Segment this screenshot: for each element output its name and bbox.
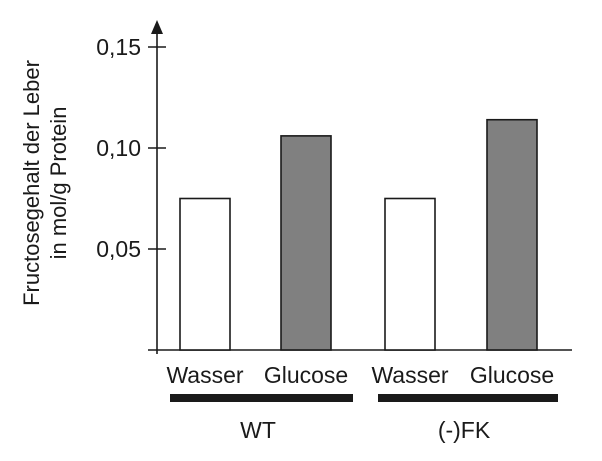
- category-label: Wasser: [371, 362, 448, 388]
- y-axis-label-line: Fructosegehalt der Leber: [19, 60, 44, 306]
- group-label: WT: [240, 417, 276, 443]
- y-tick-label: 0,10: [96, 135, 141, 161]
- group-label: (-)FK: [438, 417, 491, 443]
- bar-series: [179, 118, 538, 351]
- bar: [179, 197, 231, 351]
- y-tick-label: 0,15: [96, 34, 141, 60]
- y-axis-arrow-icon: [151, 20, 163, 34]
- y-tick-label: 0,05: [96, 236, 141, 262]
- bar: [384, 197, 436, 351]
- category-label: Glucose: [470, 362, 554, 388]
- category-label: Wasser: [166, 362, 243, 388]
- group-bracket: [170, 394, 353, 402]
- category-label: Glucose: [264, 362, 348, 388]
- y-axis-label: Fructosegehalt der Leberin mol/g Protein: [19, 60, 71, 306]
- bar: [486, 118, 538, 351]
- y-axis-label-line: in mol/g Protein: [46, 107, 71, 260]
- axis-labels: 0,05 0,10 0,15 Fructosegehalt der Leberin m…: [19, 34, 554, 443]
- bar: [280, 135, 332, 351]
- group-bracket: [378, 394, 558, 402]
